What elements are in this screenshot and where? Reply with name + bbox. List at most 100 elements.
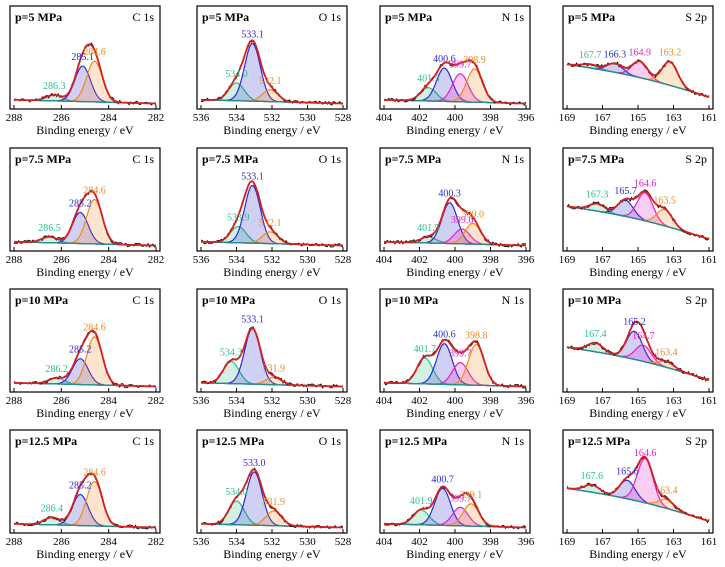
peak-label: 286.5 bbox=[38, 223, 61, 234]
tick-label: 532 bbox=[264, 112, 281, 124]
region-title: O 1s bbox=[319, 293, 342, 307]
tick-label: 167 bbox=[594, 536, 611, 548]
panel-frame bbox=[9, 288, 161, 393]
tick-label: 532 bbox=[264, 254, 281, 266]
tick-label: 536 bbox=[193, 112, 210, 124]
peak-label: 399.7 bbox=[449, 493, 472, 504]
tick-label: 404 bbox=[376, 395, 393, 407]
tick-label: 161 bbox=[701, 112, 718, 124]
tick-label: 396 bbox=[518, 112, 535, 124]
tick-label: 398 bbox=[482, 112, 499, 124]
xps-panel: 404 402 400 398 396 Binding energy / eV p=5 MP… bbox=[376, 5, 535, 137]
peak-label: 534.3 bbox=[220, 347, 243, 358]
tick-label: 163 bbox=[665, 395, 682, 407]
peak-label: 401.5 bbox=[417, 74, 440, 85]
condition-label: p=12.5 MPa bbox=[568, 434, 630, 448]
peak-label: 399.1 bbox=[460, 490, 483, 501]
tick-label: 165 bbox=[630, 395, 647, 407]
panel-frame bbox=[9, 147, 161, 252]
peak-label: 533.0 bbox=[243, 458, 266, 469]
tick-label: 282 bbox=[148, 536, 165, 548]
condition-label: p=12.5 MPa bbox=[15, 434, 77, 448]
tick-label: 165 bbox=[630, 536, 647, 548]
peak-label: 284.6 bbox=[83, 323, 106, 334]
tick-label: 284 bbox=[100, 536, 117, 548]
tick-label: 400 bbox=[447, 112, 464, 124]
tick-label: 282 bbox=[148, 254, 165, 266]
condition-label: p=10 MPa bbox=[202, 293, 255, 307]
axis-label: Binding energy / eV bbox=[406, 123, 504, 137]
condition-label: p=5 MPa bbox=[568, 10, 615, 24]
tick-label: 536 bbox=[193, 395, 210, 407]
tick-label: 534 bbox=[228, 395, 245, 407]
axis-label: Binding energy / eV bbox=[223, 547, 321, 561]
region-title: S 2p bbox=[685, 434, 707, 448]
envelope-fit bbox=[566, 455, 710, 522]
envelope-fit bbox=[201, 468, 343, 529]
peak-label: 163.5 bbox=[653, 196, 676, 207]
peak-label: 399.7 bbox=[449, 349, 472, 360]
axis-label: Binding energy / eV bbox=[36, 406, 134, 420]
region-title: O 1s bbox=[319, 10, 342, 24]
envelope-fit bbox=[201, 39, 343, 105]
peak-label: 400.6 bbox=[433, 330, 456, 341]
peak-label: 399.6 bbox=[451, 215, 474, 226]
peak-label: 532.1 bbox=[259, 76, 282, 87]
region-title: S 2p bbox=[685, 10, 707, 24]
envelope-fit bbox=[384, 196, 526, 247]
axis-label: Binding energy / eV bbox=[406, 265, 504, 279]
peak-label: 398.9 bbox=[463, 55, 486, 66]
peak-label: 398.8 bbox=[465, 330, 488, 341]
peak-label: 164.9 bbox=[629, 47, 652, 58]
tick-label: 286 bbox=[53, 395, 70, 407]
panel-frame bbox=[9, 5, 161, 110]
tick-label: 530 bbox=[299, 536, 316, 548]
xps-panel: 169 167 165 163 161 Binding energy / eV p=5 MP… bbox=[559, 5, 718, 137]
tick-label: 536 bbox=[193, 254, 210, 266]
tick-label: 169 bbox=[559, 536, 576, 548]
peak-label: 285.2 bbox=[69, 345, 92, 356]
peak-label: 165.7 bbox=[614, 186, 637, 197]
peak-label: 401.5 bbox=[417, 223, 440, 234]
condition-label: p=7.5 MPa bbox=[15, 152, 71, 166]
condition-label: p=5 MPa bbox=[15, 10, 62, 24]
peak-label: 533.1 bbox=[241, 315, 264, 326]
tick-label: 169 bbox=[559, 112, 576, 124]
peak-label: 400.3 bbox=[438, 189, 461, 200]
peak-label: 167.3 bbox=[586, 190, 609, 201]
axis-label: Binding energy / eV bbox=[223, 123, 321, 137]
xps-panel: 169 167 165 163 161 Binding energy / eV p=12.5… bbox=[559, 429, 718, 561]
xps-panel: 288 286 284 282 Binding energy / eV p=10 MPa C… bbox=[6, 288, 164, 420]
tick-label: 165 bbox=[630, 112, 647, 124]
tick-label: 404 bbox=[376, 536, 393, 548]
xps-panel: 404 402 400 398 396 Binding energy / eV p=7.5 … bbox=[376, 147, 535, 279]
tick-label: 402 bbox=[411, 536, 428, 548]
region-title: O 1s bbox=[319, 434, 342, 448]
tick-label: 167 bbox=[594, 395, 611, 407]
peak-label: 167.7 bbox=[579, 50, 602, 61]
axis-label: Binding energy / eV bbox=[406, 547, 504, 561]
region-title: C 1s bbox=[132, 293, 154, 307]
region-title: S 2p bbox=[685, 293, 707, 307]
axis-label: Binding energy / eV bbox=[223, 265, 321, 279]
peak-label: 532.1 bbox=[259, 218, 282, 229]
region-title: S 2p bbox=[685, 152, 707, 166]
condition-label: p=5 MPa bbox=[385, 10, 432, 24]
peak-label: 400.6 bbox=[433, 54, 456, 65]
envelope-fit bbox=[14, 190, 156, 247]
axis-label: Binding energy / eV bbox=[589, 265, 687, 279]
tick-label: 161 bbox=[701, 536, 718, 548]
tick-label: 528 bbox=[335, 395, 352, 407]
peak-label: 284.6 bbox=[83, 467, 106, 478]
peak-label: 400.7 bbox=[431, 474, 454, 485]
xps-panel: 536 534 532 530 528 Binding energy / eV p=7.5 … bbox=[193, 147, 352, 279]
xps-panel: 536 534 532 530 528 Binding energy / eV p=10 M… bbox=[193, 288, 352, 420]
tick-label: 161 bbox=[701, 254, 718, 266]
tick-label: 404 bbox=[376, 254, 393, 266]
xps-panel: 404 402 400 398 396 Binding energy / eV p=12.5… bbox=[376, 429, 535, 561]
axis-label: Binding energy / eV bbox=[36, 123, 134, 137]
peak-label: 286.4 bbox=[41, 503, 64, 514]
envelope-fit bbox=[566, 60, 710, 98]
envelope-fit bbox=[201, 327, 343, 388]
